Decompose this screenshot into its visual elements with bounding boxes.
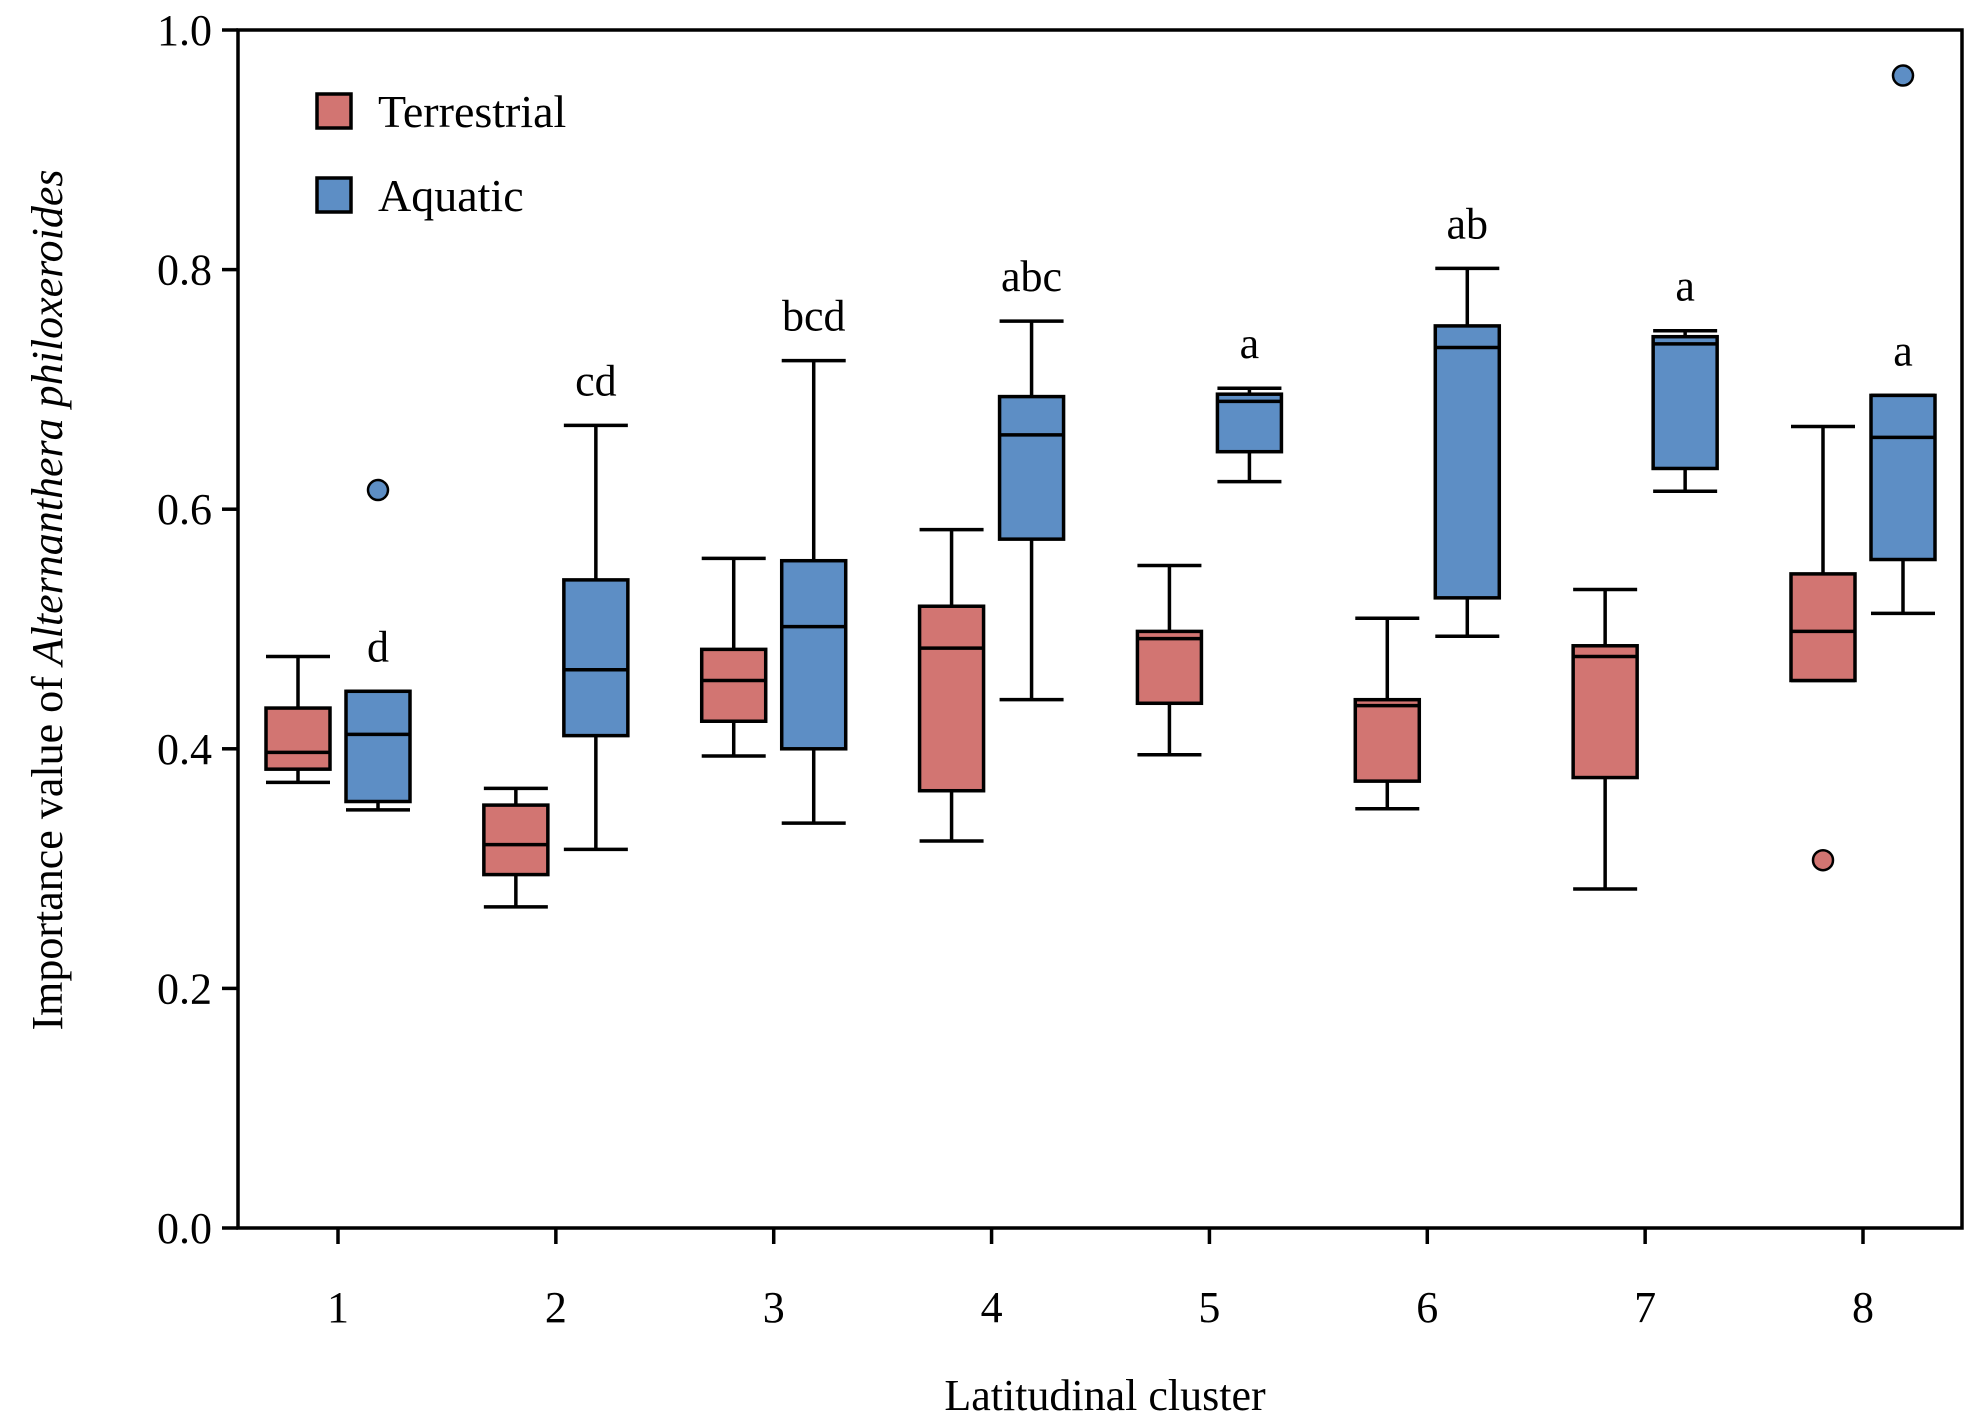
- box-terrestrial-7: [1571, 587, 1639, 891]
- legend-swatch-aquatic: [315, 176, 353, 214]
- y-axis-title-species: Alternanthera philoxeroides: [23, 169, 72, 668]
- iqr-box: [997, 394, 1066, 541]
- x-tick-label: 7: [1634, 1283, 1656, 1332]
- significance-letter: d: [367, 622, 389, 671]
- iqr-box: [1353, 697, 1422, 783]
- box-terrestrial-3: [699, 556, 768, 758]
- box-terrestrial-4: [917, 527, 986, 843]
- iqr-box: [482, 803, 550, 877]
- legend-label-aquatic: Aquatic: [378, 170, 524, 221]
- y-tick-label: 0.6: [157, 485, 212, 534]
- iqr-box: [1789, 572, 1857, 683]
- boxes-layer: [264, 64, 1937, 909]
- x-tick-label: 1: [327, 1283, 349, 1332]
- box-aquatic-8: [1869, 64, 1937, 616]
- x-tick-label: 5: [1198, 1283, 1220, 1332]
- y-tick-label: 0.4: [157, 725, 212, 774]
- iqr-box: [779, 558, 848, 751]
- legend: Terrestrial Aquatic: [315, 86, 566, 221]
- y-tick-label: 0.8: [157, 246, 212, 295]
- x-tick-label: 4: [981, 1283, 1003, 1332]
- significance-letter: a: [1240, 319, 1260, 368]
- box-aquatic-2: [562, 423, 630, 852]
- iqr-box: [1215, 392, 1284, 454]
- iqr-box: [344, 689, 412, 804]
- iqr-box: [699, 647, 768, 723]
- iqr-box: [1571, 644, 1639, 780]
- iqr-box: [917, 604, 986, 793]
- significance-letter: a: [1893, 326, 1913, 375]
- box-aquatic-1: [344, 478, 412, 812]
- y-axis-title-prefix: Importance value of: [23, 665, 72, 1030]
- legend-label-terrestrial: Terrestrial: [378, 86, 566, 137]
- box-terrestrial-8: [1789, 424, 1857, 872]
- x-tick-label: 8: [1852, 1283, 1874, 1332]
- box-aquatic-3: [779, 358, 848, 825]
- outlier-point: [1891, 64, 1915, 87]
- x-tick-label: 6: [1416, 1283, 1438, 1332]
- outlier-point: [1811, 848, 1835, 872]
- axes-layer: 0.0 0.2 0.4 0.6 0.8 1.0 1 2 3 4 5 6 7 8: [157, 6, 1964, 1332]
- significance-letter: bcd: [782, 292, 846, 341]
- significance-letter: a: [1675, 262, 1695, 311]
- iqr-box: [1433, 324, 1502, 600]
- y-axis-title: Importance value of Alternanthera philox…: [23, 169, 72, 1030]
- significance-letter: cd: [575, 356, 617, 405]
- iqr-box: [1651, 334, 1719, 471]
- y-tick-label: 0.0: [157, 1204, 212, 1253]
- box-terrestrial-6: [1353, 616, 1422, 811]
- x-axis-title: Latitudinal cluster: [944, 1371, 1266, 1420]
- y-tick-label: 1.0: [157, 6, 212, 55]
- significance-letter: abc: [1001, 252, 1062, 301]
- outlier-point: [366, 478, 390, 502]
- box-terrestrial-5: [1135, 563, 1204, 757]
- box-aquatic-6: [1433, 266, 1502, 638]
- significance-letter: ab: [1447, 199, 1489, 248]
- legend-swatch-terrestrial: [315, 92, 353, 130]
- box-terrestrial-1: [264, 654, 332, 785]
- annotations-layer: d cd bcd abc a ab a a: [367, 199, 1913, 671]
- y-tick-label: 0.2: [157, 964, 212, 1013]
- iqr-box: [1135, 629, 1204, 706]
- x-tick-label: 2: [545, 1283, 567, 1332]
- box-terrestrial-2: [482, 786, 550, 909]
- iqr-box: [1869, 393, 1937, 562]
- iqr-box: [264, 706, 332, 771]
- box-aquatic-4: [997, 319, 1066, 702]
- box-aquatic-7: [1651, 328, 1719, 493]
- box-aquatic-5: [1215, 386, 1284, 484]
- plot-frame: [236, 28, 1964, 1230]
- x-tick-label: 3: [763, 1283, 785, 1332]
- iqr-box: [562, 578, 630, 738]
